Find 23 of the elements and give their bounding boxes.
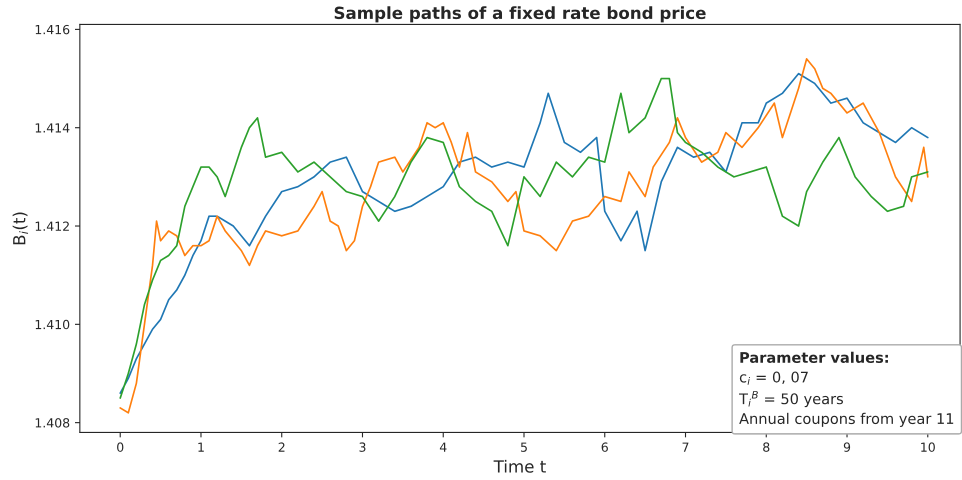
- annotation: c$_{i}$ = 0, 07: [740, 372, 808, 385]
- x-axis-title: Time t: [494, 460, 546, 473]
- x-tick-label: 4: [440, 442, 447, 452]
- x-tick-label: 3: [359, 442, 366, 452]
- x-tick-label: 0: [117, 442, 124, 452]
- x-tick-label: 2: [278, 442, 284, 452]
- x-tick-label: 9: [844, 442, 850, 452]
- y-tick-label: 1.416: [36, 24, 70, 34]
- x-tick-label: 6: [602, 442, 608, 452]
- y-tick-label: 1.414: [36, 123, 70, 132]
- x-tick-label: 10: [921, 442, 935, 452]
- y-axis-title: B$_{i}$(t): [12, 212, 28, 244]
- y-tick-label: 1.408: [36, 418, 70, 428]
- x-tick-label: 1: [198, 442, 204, 452]
- chart-title: Sample paths of a fixed rate bond price: [334, 6, 706, 22]
- y-tick-label: 1.410: [36, 320, 70, 330]
- annotation: Parameter values:: [740, 352, 888, 364]
- y-tick-label: 1.412: [36, 221, 69, 231]
- x-tick-label: 8: [763, 442, 770, 452]
- annotation: T$_{i}$$^{B}$ = 50 years: [739, 391, 843, 408]
- annotation: Annual coupons from year 11: [739, 412, 954, 427]
- x-tick-label: 5: [520, 442, 527, 452]
- x-tick-label: 7: [682, 442, 688, 452]
